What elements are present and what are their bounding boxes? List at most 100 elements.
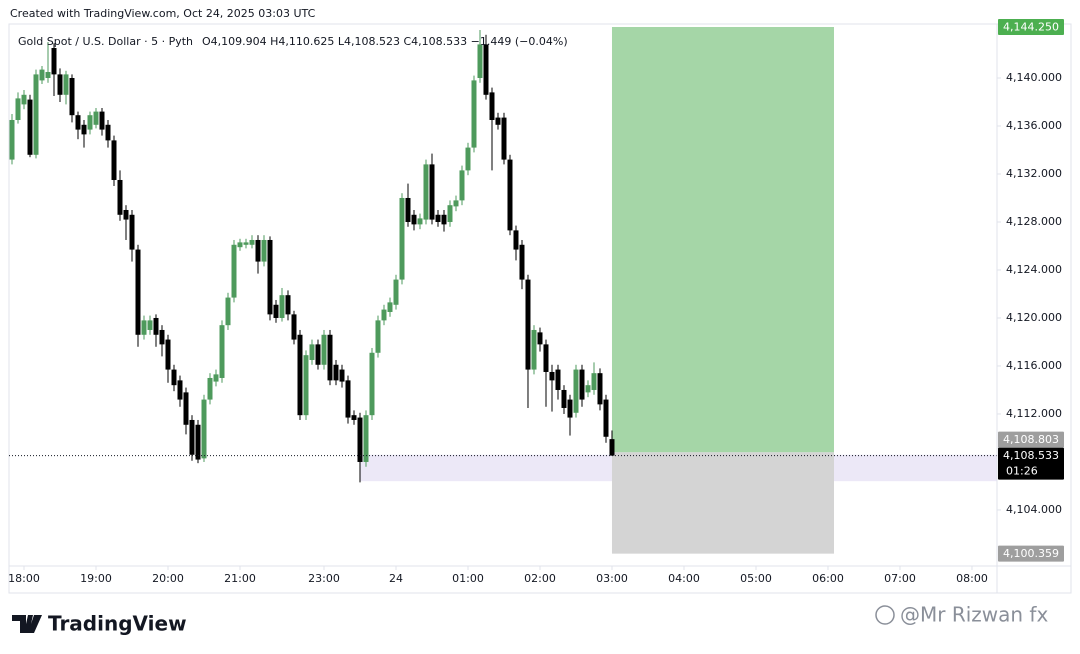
candle-body [513,230,519,250]
watermark-text: @Mr Rizwan fx [900,603,1048,627]
candle-body [69,77,75,116]
header: Created with TradingView.com, Oct 24, 20… [10,7,316,20]
candle-body [471,80,477,148]
candle-body [579,369,585,400]
candle-body [543,344,549,372]
candle-body [153,317,159,335]
symbol-title: Gold Spot / U.S. Dollar · 5 · Pyth [18,35,193,48]
candle-body [201,399,207,459]
candle-body [243,242,249,245]
candle-body [45,71,51,78]
candle-body [525,279,531,370]
candle-body [483,44,489,95]
y-tick-label: 4,136.000 [1006,119,1062,132]
candle-body [123,209,129,220]
candle-body [609,439,615,456]
candle-body [465,147,471,171]
x-tick-label: 24 [389,572,403,585]
candle-body [63,74,69,95]
candle-body [501,117,507,160]
candle-body [261,239,267,262]
candle-body [393,279,399,305]
candle-body [27,99,33,155]
y-tick-label: 4,120.000 [1006,311,1062,324]
candle-body [327,334,333,381]
brand-logo: TradingView [12,612,187,636]
x-tick-label: 03:00 [596,572,628,585]
candle-body [423,164,429,220]
candle-body [357,417,363,462]
candle-body [603,399,609,437]
x-tick-label: 21:00 [224,572,256,585]
candle-body [369,352,375,416]
candle-body [285,295,291,315]
x-tick-label: 08:00 [956,572,988,585]
candle-body [57,74,63,95]
candle-body [129,214,135,250]
candle-body [87,115,93,130]
countdown: 01:26 [1006,465,1038,478]
candle-body [135,249,141,335]
candle-body [39,69,45,81]
candle-body [255,239,261,262]
price-tag-label: 4,108.803 [1003,433,1059,446]
candle-body [519,244,525,280]
candle-body [183,392,189,425]
candle-body [195,424,201,460]
watermark: @Mr Rizwan fx [875,603,1048,627]
candle-body [219,325,225,378]
candle-body [495,117,501,125]
candle-body [297,334,303,416]
candle-body [171,369,177,386]
candle-body [447,205,453,222]
chart-frame [8,23,1072,594]
price-tag [998,431,1064,448]
candle-body [213,374,219,382]
y-tick-label: 4,112.000 [1006,407,1062,420]
candle-body [339,369,345,382]
candle-body [147,320,153,330]
candle-body [441,214,447,225]
candle-body [303,355,309,416]
candle-body [237,242,243,248]
candle-body [225,297,231,326]
x-tick-label: 20:00 [152,572,184,585]
candle-body [531,329,537,370]
candle-body [279,295,285,318]
price-tag-label: 4,144.250 [1003,20,1059,33]
candle-body [489,92,495,120]
candle-body [315,344,321,365]
candle-body [51,47,57,75]
candle-body [363,415,369,462]
candle-body [435,214,441,222]
candle-body [15,98,21,120]
candle-body [231,244,237,298]
candle-body [189,419,195,455]
price-tag [998,18,1064,35]
candle-body [105,124,111,141]
candle-body [117,179,123,215]
x-tick-label: 04:00 [668,572,700,585]
x-tick-label: 02:00 [524,572,556,585]
x-tick-label: 18:00 [8,572,40,585]
candle-body [291,314,297,340]
y-tick-label: 4,128.000 [1006,215,1062,228]
y-tick-label: 4,124.000 [1006,263,1062,276]
candle-body [405,197,411,222]
y-tick-label: 4,140.000 [1006,71,1062,84]
candle-body [585,385,591,393]
x-tick-label: 07:00 [884,572,916,585]
candle-body [351,415,357,420]
candle-body [561,389,567,408]
candle-body [207,377,213,400]
price-tags: 4,108.533 01:26 4,144.250 4,108.803 4,100.35… [998,18,1064,562]
candle-body [99,111,105,130]
candle-body [417,218,423,225]
brand-name: TradingView [48,612,187,636]
candle-body [333,364,339,381]
axes: 4,104.000 4,112.000 4,116.000 4,120.000 4,12… [8,71,1062,585]
y-tick-label: 4,116.000 [1006,359,1062,372]
candle-body [141,320,147,335]
candle-body [507,159,513,231]
